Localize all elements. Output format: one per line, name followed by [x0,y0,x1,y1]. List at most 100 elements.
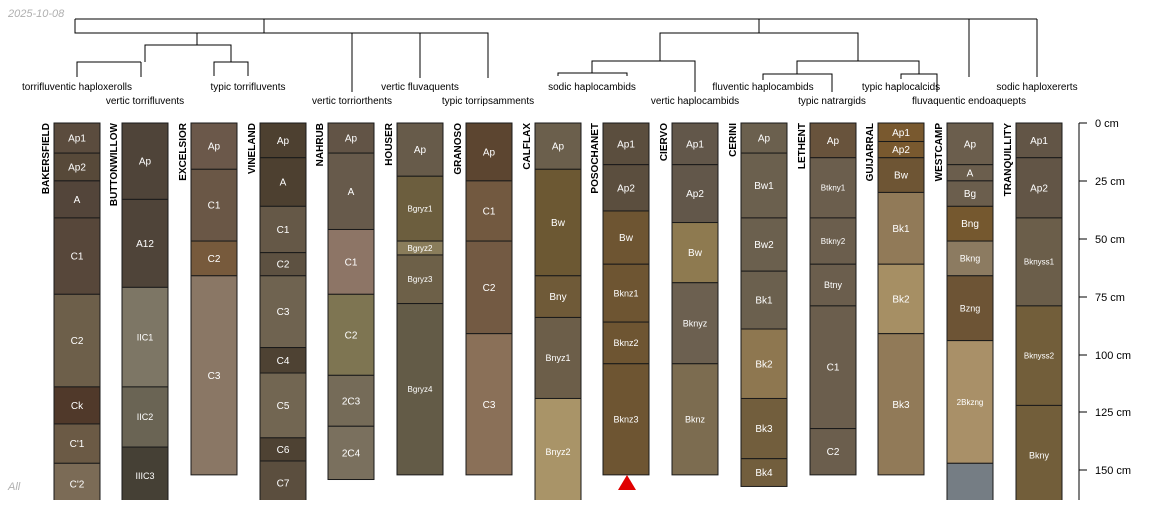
horizon-label: C1 [71,252,84,263]
scale-label-125: 125 cm [1095,407,1131,419]
taxon-label: vertic torrifluvents [106,96,184,107]
horizon-label: Bknyz [683,318,708,328]
horizon-label: Bw [551,218,566,229]
horizon-label: Ap2 [1030,183,1048,194]
horizon [53,293,101,388]
horizon [534,316,582,399]
horizon-label: 2C3 [342,396,361,407]
horizon [190,122,238,170]
profile-houser: Ap Bgryz1 Bgryz2 Bgryz3 Bgryz4 HOUSER [384,122,444,476]
taxon-label: sodic haploxererts [996,82,1077,93]
horizon-label: C4 [277,356,290,367]
horizon-label: Ap1 [68,134,86,145]
horizon-label: Bw [619,233,634,244]
horizon-label: C2 [208,254,221,265]
horizon-label: Bk1 [892,224,910,235]
horizon-label: 2Bkzng [957,398,984,407]
taxon-label: vertic haplocambids [651,96,739,107]
horizon-label: C5 [277,401,290,412]
horizon [671,363,719,476]
scale-tick-75: 75 cm [1079,292,1125,304]
horizon-label: Bk1 [755,296,773,307]
taxon-label: typic haplocalcids [862,82,940,93]
horizon-label: C1 [483,206,496,217]
horizon [602,363,650,476]
horizon [1015,404,1063,505]
horizon [946,462,994,505]
profile-name: HOUSER [384,122,395,166]
dendro-link [74,19,264,34]
horizon [602,321,650,365]
profile-name: NAHRUB [315,123,326,166]
horizon-label: Btkny2 [821,237,846,246]
horizon-label: Bk4 [755,468,773,479]
horizon-label: Bk3 [892,400,910,411]
horizon [602,122,650,166]
horizon [396,303,444,476]
horizon-label: 2C4 [342,448,361,459]
horizon [602,164,650,212]
horizon [465,333,513,476]
horizon [740,270,788,330]
horizon [877,333,925,476]
dendro-link [659,32,859,61]
dendro-link [196,32,352,45]
horizon [259,122,307,159]
horizon-label: Bgryz1 [408,204,433,213]
horizon [121,122,169,200]
horizon-label: C3 [483,400,496,411]
horizon-label: C6 [277,445,290,456]
profile-name: TRANQUILLITY [1003,123,1014,197]
scale-tick-150: 150 cm [1079,465,1131,477]
dendro-link [76,61,141,77]
profile-cerini: Ap Bw1 Bw2 Bk1 Bk2 Bk3 Bk4 CERINI [728,122,788,487]
taxon-label: vertic fluvaquents [381,82,459,93]
profile-name: GRANOSO [453,123,464,175]
horizon-label: Ap1 [1030,136,1048,147]
horizon-label: Ap1 [686,139,704,150]
horizon [327,425,375,481]
horizon [877,191,925,265]
profile-granoso: Ap C1 C2 C3 GRANOSO [453,122,513,476]
horizon-label: Bknz [685,414,706,424]
horizon-label: Bng [961,219,979,230]
horizon [259,157,307,207]
horizon-label: Bgryz2 [408,244,433,253]
horizon-label: IIIC3 [135,471,154,481]
horizon-label: Bkng [960,254,981,264]
horizon-label: Bk2 [755,359,773,370]
horizon-label: Bw [688,248,703,259]
horizon-label: C2 [827,447,840,458]
horizon-label: Bknz2 [613,338,638,348]
horizon-label: Bgryz3 [408,275,433,284]
horizon-label: Ap [964,139,977,150]
scale-tick-25: 25 cm [1079,176,1125,188]
taxon-label: vertic torriorthents [312,96,392,107]
horizon-label: C2 [277,260,290,271]
horizon [327,122,375,154]
horizon-label: A [348,187,355,198]
horizon-label: Ap [483,147,496,158]
horizon [602,263,650,323]
horizon [740,458,788,487]
scale-label-25: 25 cm [1095,176,1125,188]
profile-name: GUIJARRAL [865,123,876,181]
horizon [53,180,101,219]
horizon [809,263,857,307]
taxon-label: typic torripsamments [442,96,534,107]
horizon-label: Bzng [960,303,981,313]
taxon-label: typic torrifluvents [210,82,285,93]
horizon-label: Bg [964,189,976,200]
horizon-label: Ap [758,134,771,145]
horizon-label: Bkny [1029,450,1050,460]
profile-posochanet: Ap1 Ap2 Bw Bknz1 Bknz2 Bknz3 POSOCHANET [590,122,650,476]
horizon-label: Bny [549,292,566,303]
horizon-label: Ap [277,136,290,147]
horizon [946,205,994,242]
horizon [740,328,788,399]
horizon-label: Ap [345,134,358,145]
horizon-label: Bknyss1 [1024,258,1055,267]
horizon-label: Ap [139,157,152,168]
horizon-label: C2 [71,336,84,347]
horizon-label: Ap1 [892,128,910,139]
